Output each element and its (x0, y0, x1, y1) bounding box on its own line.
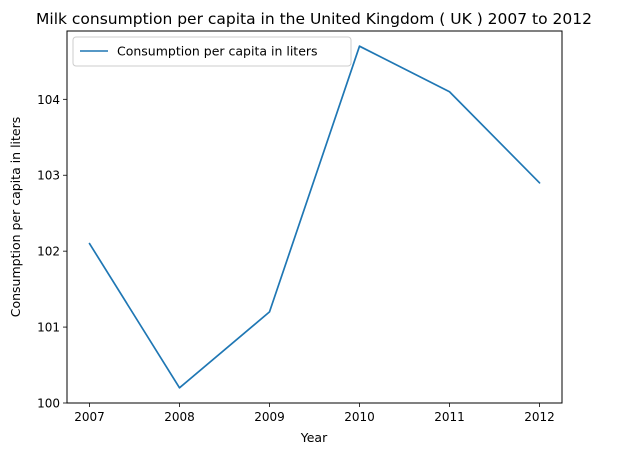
plot-area (66, 30, 563, 404)
plot-frame (66, 30, 563, 404)
legend-label: Consumption per capita in liters (117, 44, 318, 59)
series-layer (88, 45, 541, 389)
y-axis: 100 101 102 103 104 (37, 93, 67, 411)
y-tick-label: 102 (37, 245, 60, 259)
series-line (88, 45, 541, 389)
y-tick-label: 103 (37, 169, 60, 183)
y-tick-label: 101 (37, 321, 60, 335)
legend: Consumption per capita in liters (72, 36, 352, 67)
x-tick-label: 2009 (254, 410, 285, 424)
legend-box (72, 36, 352, 67)
x-axis-label: Year (300, 430, 328, 445)
x-axis: 2007 2008 2009 2010 2011 2012 (74, 403, 555, 424)
x-tick-label: 2008 (164, 410, 195, 424)
y-axis-label: Consumption per capita in liters (8, 117, 23, 318)
x-tick-label: 2007 (74, 410, 105, 424)
y-tick-label: 104 (37, 93, 60, 107)
chart-title: Milk consumption per capita in the Unite… (36, 10, 592, 28)
x-tick-label: 2010 (344, 410, 375, 424)
y-tick-label: 100 (37, 397, 60, 411)
x-tick-label: 2012 (524, 410, 555, 424)
x-tick-label: 2011 (434, 410, 465, 424)
